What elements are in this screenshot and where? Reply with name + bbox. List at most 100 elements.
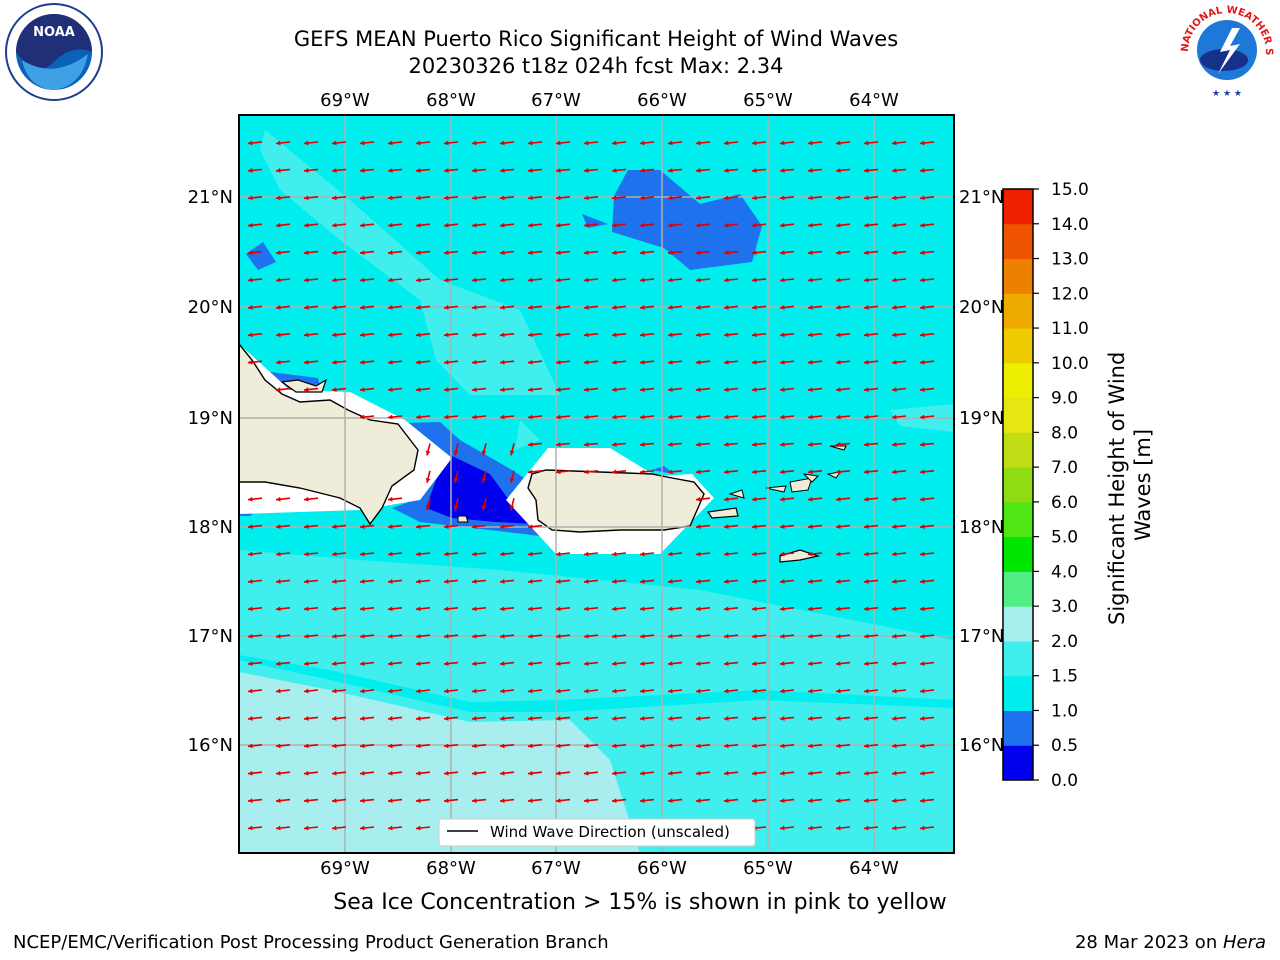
wave-direction-arrow — [779, 496, 795, 502]
wave-direction-arrow — [919, 688, 935, 694]
wave-direction-arrow — [583, 387, 599, 393]
colorbar-tick-label: 8.0 — [1051, 423, 1078, 443]
wave-direction-arrow — [387, 222, 403, 228]
lon-ticks-bottom: 69°W 68°W 67°W 66°W 65°W 64°W — [320, 858, 899, 879]
wave-direction-arrow — [415, 140, 431, 146]
wave-direction-arrow — [611, 195, 627, 201]
wave-direction-arrow — [303, 743, 319, 749]
wave-direction-arrow — [247, 633, 263, 639]
wave-direction-arrow — [667, 250, 683, 256]
wave-direction-arrow — [723, 140, 739, 146]
wave-direction-arrow — [527, 661, 543, 667]
wave-direction-arrow — [471, 551, 487, 557]
wave-direction-arrow — [443, 633, 459, 639]
wave-direction-arrow — [583, 305, 599, 310]
wave-direction-arrow — [639, 332, 655, 338]
wave-direction-arrow — [303, 168, 319, 173]
colorbar-tick-label: 13.0 — [1051, 250, 1089, 270]
wave-direction-arrow — [387, 688, 403, 694]
wave-direction-arrow — [527, 633, 543, 639]
wave-direction-arrow — [863, 688, 879, 694]
wave-direction-arrow — [723, 551, 739, 557]
wave-direction-arrow — [639, 743, 655, 749]
wave-direction-arrow — [275, 661, 291, 667]
wave-direction-arrow — [415, 798, 431, 804]
wave-direction-arrow — [583, 688, 599, 694]
wave-direction-arrow — [331, 387, 347, 393]
wave-direction-arrow — [611, 414, 627, 420]
wave-direction-arrow — [919, 743, 935, 749]
wave-direction-arrow — [247, 579, 263, 584]
wave-direction-arrow — [275, 222, 291, 228]
wave-direction-arrow — [247, 770, 263, 776]
colorbar-segment — [1003, 432, 1033, 468]
colorbar-segment — [1003, 606, 1033, 642]
wave-direction-arrow — [751, 798, 767, 804]
wave-direction-arrow — [919, 770, 935, 776]
wave-direction-arrow — [387, 496, 403, 502]
wave-direction-arrow — [583, 798, 599, 804]
wave-direction-arrow — [695, 277, 711, 283]
colorbar-segment — [1003, 571, 1033, 607]
wave-direction-arrow — [555, 798, 571, 804]
wave-direction-arrow — [527, 469, 543, 475]
wave-direction-arrow — [331, 250, 347, 256]
wave-direction-arrow — [723, 606, 739, 612]
noaa-logo-text: NOAA — [33, 25, 75, 40]
wave-direction-arrow — [471, 195, 487, 201]
wave-direction-arrow — [499, 743, 515, 749]
wave-direction-arrow — [835, 579, 851, 584]
colorbar-segment — [1003, 258, 1033, 294]
wave-direction-arrow — [415, 387, 431, 393]
wave-direction-arrow — [779, 222, 795, 228]
wave-direction-arrow — [527, 140, 543, 146]
wave-direction-arrow — [639, 606, 655, 612]
wave-direction-arrow — [453, 498, 459, 511]
wave-direction-arrow — [667, 661, 683, 667]
wave-direction-arrow — [499, 168, 515, 173]
wave-direction-arrow — [527, 250, 543, 256]
wave-direction-arrow — [471, 387, 487, 393]
wave-direction-arrow — [807, 633, 823, 639]
wave-direction-arrow — [751, 551, 767, 557]
wave-direction-arrow — [583, 469, 599, 475]
wave-direction-arrow — [583, 140, 599, 146]
wave-direction-arrow — [303, 798, 319, 804]
wave-direction-arrow — [303, 496, 319, 502]
lat-tick-label: 16°N — [188, 735, 233, 756]
wave-direction-arrow — [331, 661, 347, 667]
wave-direction-arrow — [667, 168, 683, 173]
st-croix-island — [779, 549, 821, 563]
lon-tick-label: 64°W — [849, 90, 899, 111]
wave-direction-arrow — [471, 332, 487, 338]
wave-direction-arrow — [807, 168, 823, 173]
wave-direction-arrow — [471, 359, 487, 365]
wave-direction-arrow — [863, 414, 879, 420]
wave-direction-arrow — [919, 140, 935, 146]
wave-direction-arrow — [751, 140, 767, 146]
wave-direction-arrow — [723, 743, 739, 749]
wave-direction-arrow — [863, 579, 879, 584]
wave-direction-arrow — [499, 770, 515, 776]
wave-direction-arrow — [835, 168, 851, 173]
noaa-logo: NOAA — [5, 3, 103, 101]
wave-direction-arrow — [247, 688, 263, 694]
wave-direction-arrow — [387, 716, 403, 721]
wave-direction-arrow — [723, 387, 739, 393]
wave-direction-arrow — [751, 716, 767, 721]
wave-direction-arrow — [667, 633, 683, 639]
wave-direction-arrow — [891, 469, 907, 475]
wave-direction-arrow — [835, 743, 851, 749]
wave-direction-arrow — [751, 277, 767, 283]
wave-direction-arrow — [863, 222, 879, 228]
wave-direction-arrow — [359, 606, 375, 612]
wave-direction-arrow — [583, 579, 599, 584]
wave-direction-arrow — [415, 743, 431, 749]
wave-direction-arrow — [443, 140, 459, 146]
wave-direction-arrow — [919, 195, 935, 201]
wave-direction-arrow — [611, 633, 627, 639]
wave-direction-arrow — [695, 250, 711, 256]
wave-direction-arrow — [387, 359, 403, 365]
wave-direction-arrow — [751, 661, 767, 667]
colorbar-tick-label: 0.5 — [1051, 736, 1078, 756]
